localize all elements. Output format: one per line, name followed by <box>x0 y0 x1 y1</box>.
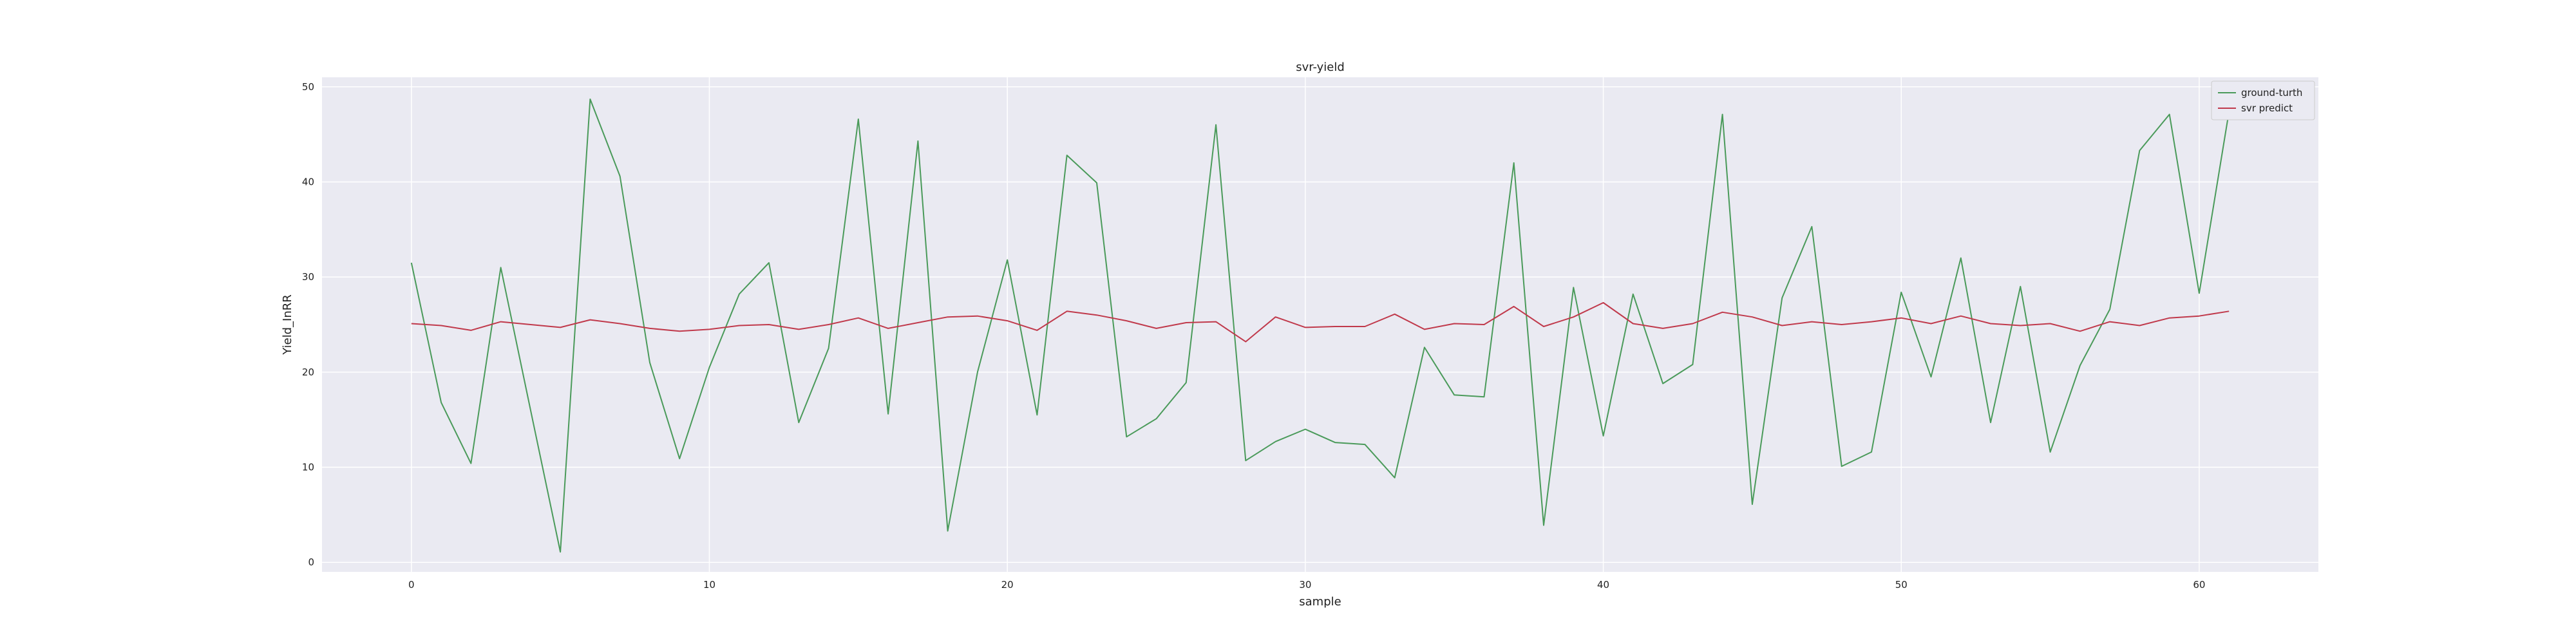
series-line-ground-turth <box>410 99 2230 553</box>
grid-lines <box>322 77 2318 572</box>
x-tick-label: 60 <box>2193 579 2205 591</box>
x-tick-label: 30 <box>1299 579 1311 591</box>
x-tick-label: 40 <box>1597 579 1609 591</box>
plot-area <box>322 77 2318 572</box>
x-tick-label: 20 <box>1001 579 1014 591</box>
y-tick-label: 50 <box>302 81 314 93</box>
x-axis-label: sample <box>1299 595 1341 609</box>
y-tick-label: 30 <box>302 271 314 283</box>
tick-labels: 0 10 20 30 40 50 60 0 10 20 30 40 50 <box>302 81 2206 591</box>
y-tick-label: 20 <box>302 366 314 378</box>
y-tick-label: 10 <box>302 462 314 473</box>
series-layer <box>410 99 2230 553</box>
legend-label: ground-turth <box>2241 87 2302 99</box>
x-tick-label: 50 <box>1895 579 1908 591</box>
legend-box <box>2211 80 2315 120</box>
series-line-svr-predict <box>411 302 2230 343</box>
y-axis-label: Yield_InRR <box>281 294 294 355</box>
x-tick-label: 0 <box>408 579 415 591</box>
legend: ground-turth svr predict <box>2211 80 2315 120</box>
legend-label: svr predict <box>2241 102 2293 114</box>
y-tick-label: 40 <box>302 176 314 187</box>
chart-title: svr-yield <box>1296 61 1345 74</box>
x-tick-label: 10 <box>703 579 715 591</box>
y-tick-label: 0 <box>308 556 314 568</box>
